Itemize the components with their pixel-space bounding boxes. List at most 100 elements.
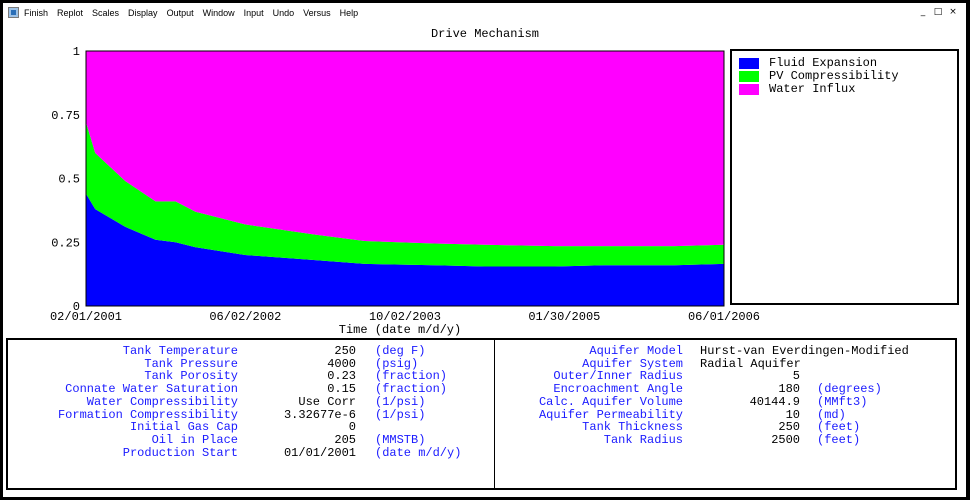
plot-frame <box>85 50 725 307</box>
restore-icon[interactable]: □ <box>933 7 943 17</box>
param-value: 2500 <box>771 432 800 447</box>
param-row: Aquifer Model Hurst-van Everdingen-Modifi… <box>495 345 955 358</box>
param-value: Radial Aquifer <box>700 356 801 371</box>
param-label: Tank Temperature <box>122 344 238 358</box>
param-unit: (md) <box>817 407 846 422</box>
param-unit: (1/psi) <box>375 394 426 409</box>
param-value: 40144.9 <box>749 394 800 409</box>
legend-swatch <box>739 83 759 95</box>
param-row: Initial Gas Cap 0 <box>8 421 494 434</box>
param-value: 205 <box>334 432 356 447</box>
param-row: Tank Pressure 4000 (psig) <box>8 356 494 371</box>
menu-item-versus[interactable]: Versus <box>303 8 331 18</box>
param-value: 250 <box>778 420 800 435</box>
param-row: Formation Compressibility 3.32677e-6 (1/ps… <box>8 407 494 422</box>
param-label: Initial Gas Cap <box>129 420 238 435</box>
param-row: Oil in Place 205 (MMSTB) <box>8 432 494 447</box>
param-row: Outer/Inner Radius 5 <box>495 370 955 383</box>
param-unit: (MMft3) <box>817 394 868 409</box>
param-value: 0.23 <box>327 369 356 384</box>
param-value: 0 <box>348 420 356 435</box>
param-unit: (feet) <box>817 432 861 447</box>
area-pv-compressibility <box>86 122 724 267</box>
minimize-icon[interactable]: _ <box>920 7 926 17</box>
app-icon[interactable] <box>8 7 19 18</box>
window-controls: _ □ × <box>915 6 960 19</box>
param-row: Tank Thickness 250 (feet) <box>495 421 955 434</box>
param-unit: (fraction) <box>375 369 448 384</box>
menu-item-output[interactable]: Output <box>166 8 194 18</box>
y-tick-label: 0 <box>73 300 80 314</box>
param-label: Tank Radius <box>603 432 683 447</box>
param-label: Aquifer Permeability <box>538 407 683 422</box>
param-label: Aquifer Model <box>589 344 683 358</box>
param-value: 0.15 <box>327 382 356 397</box>
legend-label: Water Influx <box>769 82 856 96</box>
param-value: 180 <box>778 382 800 397</box>
x-tick-label: 06/01/2006 <box>688 310 760 324</box>
param-label: Oil in Place <box>151 432 238 447</box>
param-label: Outer/Inner Radius <box>553 369 683 384</box>
param-value: 4000 <box>327 356 356 371</box>
param-row: Water Compressibility Use Corr (1/psi) <box>8 394 494 409</box>
legend-swatch <box>739 57 759 69</box>
panel-divider <box>494 340 495 488</box>
param-row: Tank Temperature 250 (deg F) <box>8 345 494 358</box>
menu-items: Finish Replot Scales Display Output Window Inp… <box>24 8 367 18</box>
param-label: Production Start <box>122 445 238 460</box>
param-label: Tank Pressure <box>144 356 238 371</box>
param-row: Tank Radius 2500 (feet) <box>495 432 955 447</box>
menu-item-input[interactable]: Input <box>243 8 264 18</box>
y-tick-label: 1 <box>73 45 80 59</box>
y-tick-label: 0.5 <box>58 173 80 187</box>
param-value: Use Corr <box>298 394 356 409</box>
menu-item-scales[interactable]: Scales <box>92 8 120 18</box>
param-value: 3.32677e-6 <box>283 407 356 422</box>
close-icon[interactable]: × <box>949 7 957 17</box>
param-unit: (feet) <box>817 420 861 435</box>
param-label: Connate Water Saturation <box>65 382 238 397</box>
chart-legend: Fluid Expansion PV Compressibility Water I… <box>730 49 959 305</box>
param-unit: (psig) <box>375 356 419 371</box>
param-label: Water Compressibility <box>86 394 238 409</box>
param-row: Production Start 01/01/2001 (date m/d/y) <box>8 445 494 460</box>
legend-item: Water Influx <box>739 82 856 96</box>
param-label: Encroachment Angle <box>553 382 683 397</box>
menu-item-undo[interactable]: Undo <box>272 8 295 18</box>
y-tick-label: 0.75 <box>51 109 80 123</box>
menu-item-finish[interactable]: Finish <box>24 8 49 18</box>
x-tick-label: 06/02/2002 <box>209 310 281 324</box>
param-label: Tank Porosity <box>144 369 238 384</box>
param-unit: (date m/d/y) <box>375 445 462 460</box>
menu-bar: Finish Replot Scales Display Output Window Inp… <box>3 3 966 23</box>
area-fluid-expansion <box>86 193 724 306</box>
legend-item: Fluid Expansion <box>739 56 878 70</box>
param-label: Calc. Aquifer Volume <box>538 394 683 409</box>
param-unit: (MMSTB) <box>375 432 426 447</box>
param-value: 01/01/2001 <box>283 445 356 460</box>
area-water-influx <box>86 51 724 247</box>
menu-item-help[interactable]: Help <box>339 8 359 18</box>
menu-item-window[interactable]: Window <box>202 8 235 18</box>
param-unit: (1/psi) <box>375 407 426 422</box>
param-label: Formation Compressibility <box>57 407 238 422</box>
parameters-panel: Tank Temperature 250 (deg F) Tank Pressure 4… <box>6 338 957 490</box>
param-row: Aquifer Permeability 10 (md) <box>495 407 955 422</box>
param-unit: (fraction) <box>375 382 448 397</box>
param-label: Tank Thickness <box>582 420 683 435</box>
param-value: 5 <box>792 369 800 384</box>
param-row: Tank Porosity 0.23 (fraction) <box>8 370 494 383</box>
legend-swatch <box>739 70 759 82</box>
legend-label: PV Compressibility <box>769 69 899 83</box>
menu-item-replot[interactable]: Replot <box>57 8 84 18</box>
param-value: 10 <box>785 407 800 422</box>
param-label: Aquifer System <box>582 356 683 371</box>
param-value: Hurst-van Everdingen-Modified <box>700 344 909 358</box>
drive-mechanism-chart: 0 0.25 0.5 0.75 1 02/01/2001 06/02/2002 10/02/2… <box>50 45 760 324</box>
menu-item-display[interactable]: Display <box>128 8 158 18</box>
chart-title: Drive Mechanism <box>430 27 540 41</box>
param-unit: (degrees) <box>817 382 882 397</box>
legend-label: Fluid Expansion <box>769 56 878 70</box>
x-tick-label: 02/01/2001 <box>50 310 122 324</box>
param-row: Calc. Aquifer Volume 40144.9 (MMft3) <box>495 394 955 409</box>
